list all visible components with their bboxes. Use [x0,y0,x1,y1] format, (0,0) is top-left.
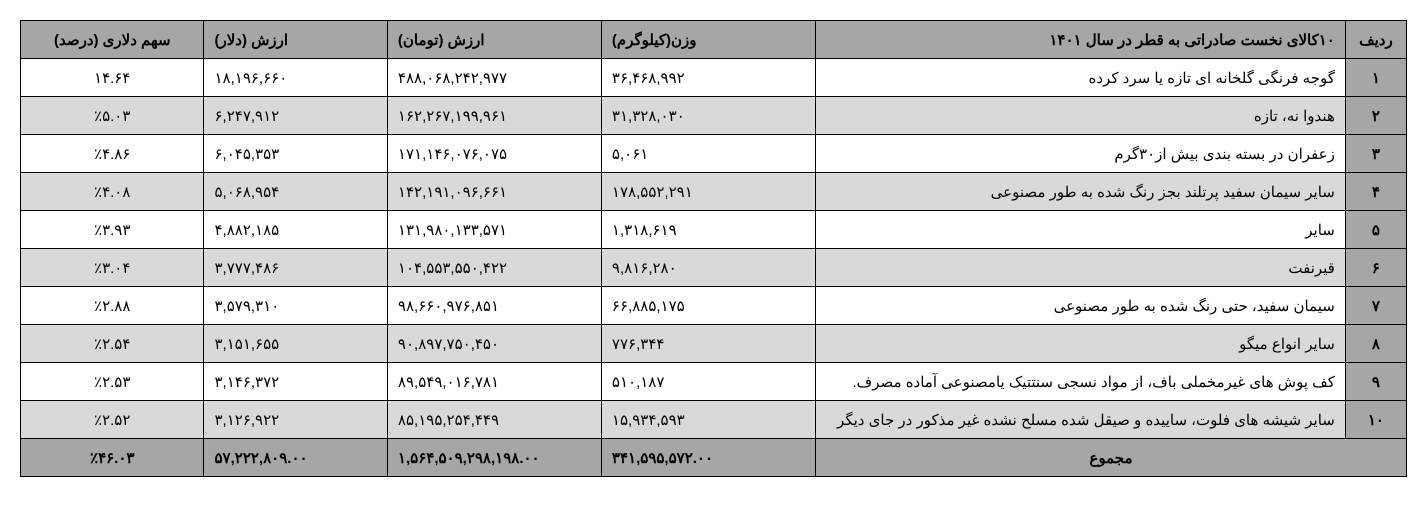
cell-share: ٪۴.۰۸ [21,173,204,211]
cell-toman: ۹۰,۸۹۷,۷۵۰,۴۵۰ [387,325,601,363]
cell-dollar: ۵,۰۶۸,۹۵۴ [204,173,387,211]
cell-share: ٪۲.۵۳ [21,363,204,401]
cell-share: ۱۴.۶۴ [21,59,204,97]
cell-toman: ۱۰۴,۵۵۳,۵۵۰,۴۲۲ [387,249,601,287]
cell-name: سایر شیشه های فلوت، ساییده و صیقل شده مس… [815,401,1345,439]
cell-weight: ۱,۳۱۸,۶۱۹ [601,211,815,249]
cell-toman: ۹۸,۶۶۰,۹۷۶,۸۵۱ [387,287,601,325]
total-share: ٪۴۶.۰۳ [21,439,204,477]
cell-radif: ۲ [1345,97,1406,135]
cell-radif: ۸ [1345,325,1406,363]
cell-name: گوجه فرنگی گلخانه ای تازه یا سرد کرده [815,59,1345,97]
export-table: ردیف ۱۰کالای نخست صادراتی به قطر در سال … [20,20,1407,477]
cell-name: زعفران در بسته بندی بیش از۳۰گرم [815,135,1345,173]
cell-radif: ۳ [1345,135,1406,173]
table-row: ۳زعفران در بسته بندی بیش از۳۰گرم۵,۰۶۱۱۷۱… [21,135,1407,173]
cell-toman: ۱۷۱,۱۴۶,۰۷۶,۰۷۵ [387,135,601,173]
cell-weight: ۳۱,۳۲۸,۰۳۰ [601,97,815,135]
cell-name: هندوا نه، تازه [815,97,1345,135]
cell-dollar: ۳,۱۲۶,۹۲۲ [204,401,387,439]
cell-weight: ۱۵,۹۳۴,۵۹۳ [601,401,815,439]
cell-radif: ۴ [1345,173,1406,211]
cell-name: سایر سیمان سفید پرتلند بجز رنگ شده به طو… [815,173,1345,211]
cell-dollar: ۱۸,۱۹۶,۶۶۰ [204,59,387,97]
header-share: سهم دلاری (درصد) [21,21,204,59]
cell-share: ٪۲.۵۲ [21,401,204,439]
header-radif: ردیف [1345,21,1406,59]
cell-weight: ۵,۰۶۱ [601,135,815,173]
cell-share: ٪۳.۰۴ [21,249,204,287]
cell-toman: ۴۸۸,۰۶۸,۲۴۲,۹۷۷ [387,59,601,97]
total-weight: ۳۴۱,۵۹۵,۵۷۲.۰۰ [601,439,815,477]
table-row: ۵سایر۱,۳۱۸,۶۱۹۱۳۱,۹۸۰,۱۳۳,۵۷۱۴,۸۸۲,۱۸۵٪۳… [21,211,1407,249]
cell-name: کف پوش های غیرمخملی باف، از مواد نسجی سن… [815,363,1345,401]
cell-toman: ۱۳۱,۹۸۰,۱۳۳,۵۷۱ [387,211,601,249]
table-row: ۱گوجه فرنگی گلخانه ای تازه یا سرد کرده۳۶… [21,59,1407,97]
header-row: ردیف ۱۰کالای نخست صادراتی به قطر در سال … [21,21,1407,59]
cell-dollar: ۶,۰۴۵,۳۵۳ [204,135,387,173]
cell-weight: ۵۱۰,۱۸۷ [601,363,815,401]
total-toman: ۱,۵۶۴,۵۰۹,۲۹۸,۱۹۸.۰۰ [387,439,601,477]
cell-share: ٪۴.۸۶ [21,135,204,173]
table-row: ۴سایر سیمان سفید پرتلند بجز رنگ شده به ط… [21,173,1407,211]
cell-dollar: ۴,۸۸۲,۱۸۵ [204,211,387,249]
cell-share: ٪۲.۸۸ [21,287,204,325]
cell-name: قیرنفت [815,249,1345,287]
cell-radif: ۱۰ [1345,401,1406,439]
cell-dollar: ۳,۷۷۷,۴۸۶ [204,249,387,287]
cell-share: ٪۵.۰۳ [21,97,204,135]
cell-weight: ۱۷۸,۵۵۲,۲۹۱ [601,173,815,211]
header-dollar: ارزش (دلار) [204,21,387,59]
table-row: ۷سیمان سفید، حتی رنگ شده به طور مصنوعی۶۶… [21,287,1407,325]
cell-radif: ۶ [1345,249,1406,287]
cell-weight: ۶۶,۸۸۵,۱۷۵ [601,287,815,325]
cell-toman: ۱۶۲,۲۶۷,۱۹۹,۹۶۱ [387,97,601,135]
cell-radif: ۹ [1345,363,1406,401]
cell-radif: ۷ [1345,287,1406,325]
table-row: ۸سایر انواع میگو۷۷۶,۳۴۴۹۰,۸۹۷,۷۵۰,۴۵۰۳,۱… [21,325,1407,363]
table-row: ۹کف پوش های غیرمخملی باف، از مواد نسجی س… [21,363,1407,401]
cell-name: سایر انواع میگو [815,325,1345,363]
table-row: ۲هندوا نه، تازه۳۱,۳۲۸,۰۳۰۱۶۲,۲۶۷,۱۹۹,۹۶۱… [21,97,1407,135]
cell-toman: ۱۴۲,۱۹۱,۰۹۶,۶۶۱ [387,173,601,211]
cell-name: سیمان سفید، حتی رنگ شده به طور مصنوعی [815,287,1345,325]
table-row: ۶قیرنفت۹,۸۱۶,۲۸۰۱۰۴,۵۵۳,۵۵۰,۴۲۲۳,۷۷۷,۴۸۶… [21,249,1407,287]
cell-radif: ۵ [1345,211,1406,249]
cell-radif: ۱ [1345,59,1406,97]
cell-name: سایر [815,211,1345,249]
cell-weight: ۹,۸۱۶,۲۸۰ [601,249,815,287]
cell-toman: ۸۹,۵۴۹,۰۱۶,۷۸۱ [387,363,601,401]
cell-toman: ۸۵,۱۹۵,۲۵۴,۴۴۹ [387,401,601,439]
header-toman: ارزش (تومان) [387,21,601,59]
cell-dollar: ۶,۲۴۷,۹۱۲ [204,97,387,135]
cell-share: ٪۲.۵۴ [21,325,204,363]
total-label: مجموع [815,439,1406,477]
table-row: ۱۰سایر شیشه های فلوت، ساییده و صیقل شده … [21,401,1407,439]
cell-weight: ۳۶,۴۶۸,۹۹۲ [601,59,815,97]
cell-dollar: ۳,۵۷۹,۳۱۰ [204,287,387,325]
header-name: ۱۰کالای نخست صادراتی به قطر در سال ۱۴۰۱ [815,21,1345,59]
cell-dollar: ۳,۱۴۶,۳۷۲ [204,363,387,401]
total-row: مجموع۳۴۱,۵۹۵,۵۷۲.۰۰۱,۵۶۴,۵۰۹,۲۹۸,۱۹۸.۰۰۵… [21,439,1407,477]
header-weight: وزن(کیلوگرم) [601,21,815,59]
total-dollar: ۵۷,۲۲۲,۸۰۹.۰۰ [204,439,387,477]
cell-share: ٪۳.۹۳ [21,211,204,249]
cell-weight: ۷۷۶,۳۴۴ [601,325,815,363]
cell-dollar: ۳,۱۵۱,۶۵۵ [204,325,387,363]
